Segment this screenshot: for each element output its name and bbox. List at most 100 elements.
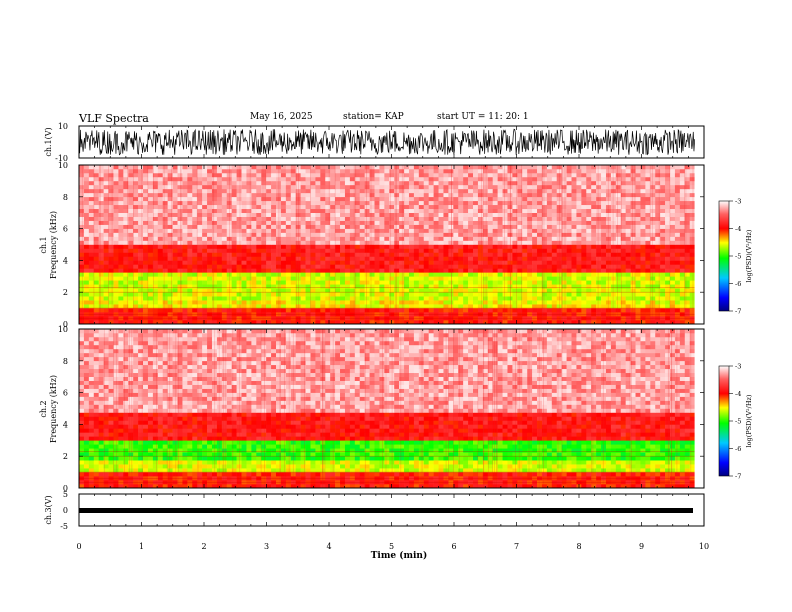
spectrogram-cell: [561, 308, 567, 313]
spectrogram-cell: [660, 172, 666, 178]
spectrogram-cell: [128, 248, 134, 253]
spectrogram-cell: [290, 224, 296, 229]
spectrogram-cell: [128, 176, 134, 182]
spectrogram-cell: [344, 188, 351, 194]
spectrogram-cell: [399, 268, 405, 273]
spectrogram-cell: [679, 236, 686, 241]
spectrogram-cell: [335, 284, 341, 289]
spectrogram-cell: [625, 212, 631, 217]
spectrogram-cell: [335, 224, 341, 229]
spectrogram-cell: [566, 212, 572, 217]
spectrogram-cell: [143, 236, 149, 241]
spectrogram-cell: [418, 308, 425, 313]
spectrogram-cell: [236, 244, 242, 249]
spectrogram-cell: [256, 288, 262, 293]
spectrogram-cell: [497, 288, 503, 293]
spectrogram-cell: [369, 228, 375, 233]
spectrogram-cell: [620, 320, 626, 325]
spectrogram-cell: [458, 300, 464, 305]
spectrogram-cell: [532, 216, 538, 221]
spectrogram-cell: [187, 272, 193, 277]
spectrogram-cell: [497, 312, 503, 317]
spectrogram-cell: [610, 304, 617, 309]
spectrogram-cell: [256, 300, 262, 305]
spectrogram-cell: [556, 252, 562, 257]
spectrogram-cell: [285, 208, 292, 213]
spectrogram-cell: [482, 300, 489, 305]
spectrogram-cell: [305, 208, 311, 213]
spectrogram-cell: [295, 288, 301, 293]
spectrogram-cell: [601, 204, 607, 210]
spectrogram-cell: [468, 260, 474, 265]
spectrogram-cell: [320, 184, 326, 190]
spectrogram-cell: [261, 252, 267, 257]
spectrogram-cell: [325, 228, 331, 233]
spectrogram-cell: [305, 244, 311, 249]
spectrogram-cell: [418, 260, 425, 265]
spectrogram-cell: [418, 300, 425, 305]
spectrogram-cell: [207, 184, 213, 190]
spectrogram-cell: [276, 268, 282, 273]
spectrogram-cell: [640, 252, 646, 257]
spectrogram-cell: [162, 236, 168, 241]
spectrogram-cell: [172, 244, 178, 249]
spectrogram-cell: [428, 240, 434, 245]
spectrogram-cell: [413, 272, 420, 277]
spectrogram-cell: [670, 300, 676, 305]
spectrogram-cell: [551, 252, 558, 257]
spectrogram-cell: [88, 184, 95, 190]
spectrogram-cell: [113, 200, 119, 206]
spectrogram-cell: [83, 200, 90, 206]
spectrogram-cell: [507, 288, 513, 293]
spectrogram-cell: [143, 284, 149, 289]
spectrogram-cell: [615, 224, 622, 229]
spectrogram-cell: [586, 188, 592, 194]
spectrogram-cell: [172, 180, 178, 186]
spectrogram-cell: [581, 236, 587, 241]
spectrogram-cell: [674, 304, 681, 309]
spectrogram-cell: [216, 184, 223, 190]
spectrogram-cell: [266, 316, 272, 321]
spectrogram-cell: [246, 280, 252, 285]
spectrogram-cell: [615, 260, 622, 265]
spectrogram-cell: [605, 224, 612, 229]
spectrogram-cell: [408, 288, 415, 293]
spectrogram-cell: [640, 232, 646, 237]
spectrogram-cell: [236, 184, 242, 190]
spectrogram-cell: [152, 320, 159, 325]
spectrogram-cell: [625, 272, 631, 277]
spectrogram-cell: [197, 312, 203, 317]
spectrogram-cell: [93, 252, 99, 257]
spectrogram-cell: [468, 308, 474, 313]
spectrogram-cell: [192, 180, 198, 186]
spectrogram-cell: [482, 252, 489, 257]
spectrogram-cell: [670, 176, 676, 182]
spectrogram-cell: [650, 268, 656, 273]
spectrogram-cell: [497, 224, 503, 229]
spectrogram-cell: [162, 224, 168, 229]
spectrogram-cell: [635, 264, 641, 269]
spectrogram-cell: [423, 248, 429, 253]
spectrogram-cell: [98, 320, 104, 325]
spectrogram-cell: [374, 304, 380, 309]
spectrogram-cell: [601, 288, 607, 293]
spectrogram-cell: [438, 276, 444, 281]
spectrogram-cell: [532, 296, 538, 301]
spectrogram-cell: [354, 240, 361, 245]
spectrogram-cell: [123, 252, 129, 257]
spectrogram-cell: [207, 176, 213, 182]
spectrogram-cell: [231, 312, 237, 317]
spectrogram-cell: [79, 188, 85, 194]
spectrogram-cell: [192, 236, 198, 241]
spectrogram-cell: [182, 216, 188, 221]
spectrogram-cell: [93, 292, 99, 297]
spectrogram-cell: [556, 296, 562, 301]
spectrogram-cell: [394, 204, 400, 210]
spectrogram-cell: [413, 320, 420, 325]
spectrogram-cell: [517, 224, 523, 229]
spectrogram-cell: [379, 192, 385, 198]
spectrogram-cell: [271, 228, 277, 233]
spectrogram-cell: [157, 284, 164, 289]
spectrogram-cell: [640, 272, 646, 277]
spectrogram-cell: [507, 200, 513, 206]
